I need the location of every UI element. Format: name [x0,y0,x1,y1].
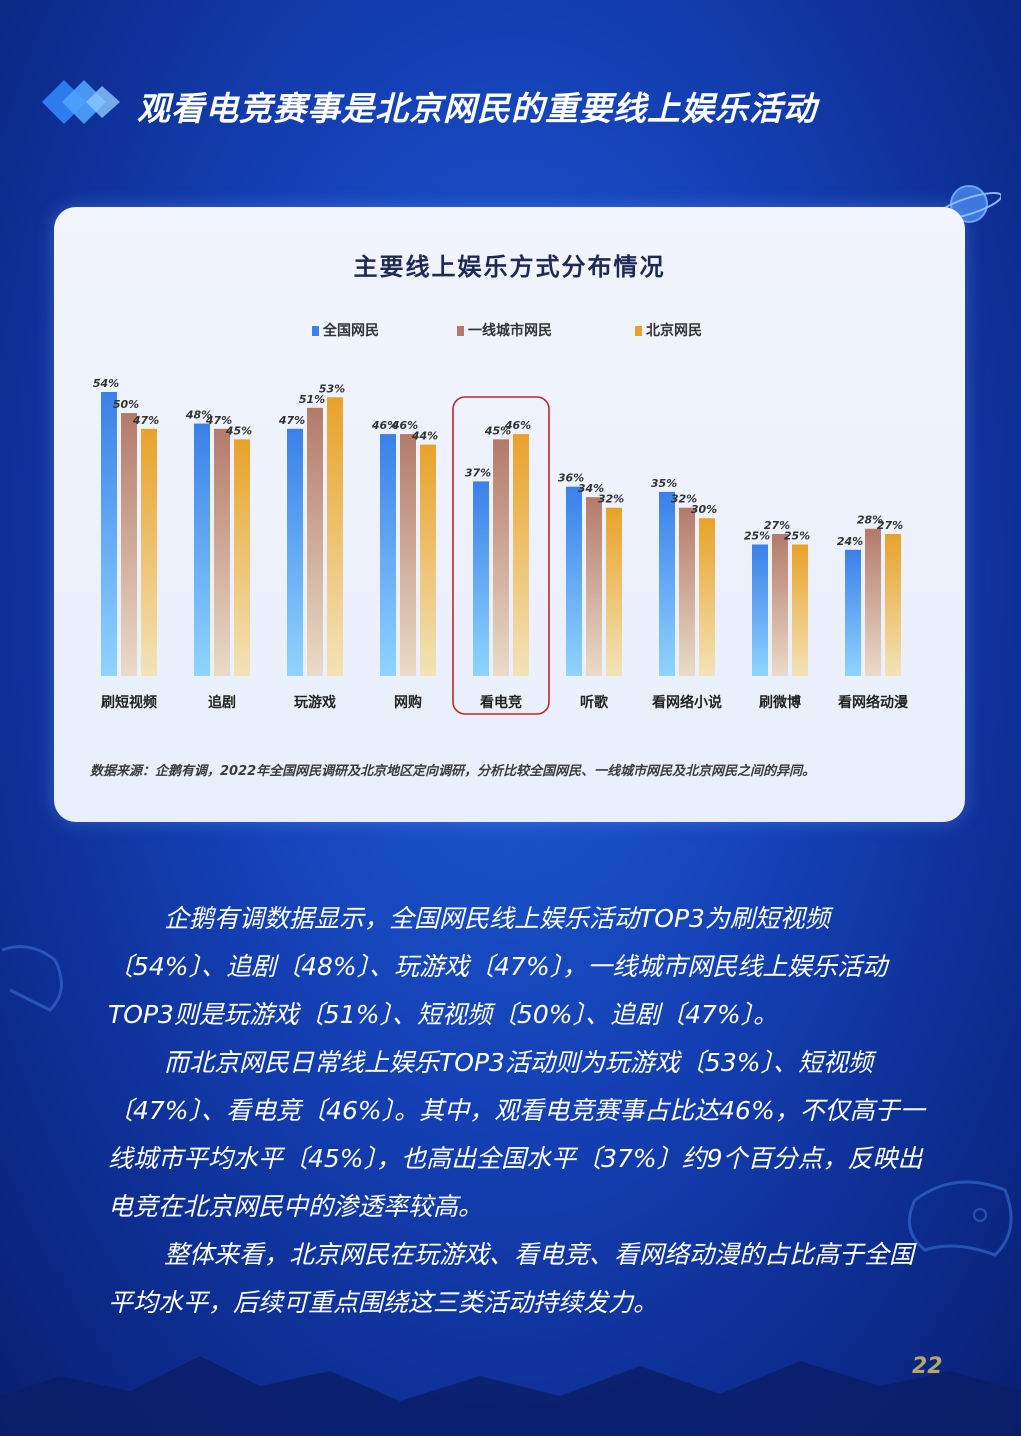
data-label: 50% [113,398,139,411]
bar [101,392,117,676]
gamepad-icon [907,1180,1013,1257]
bar [327,397,343,676]
data-label: 54% [93,377,119,390]
legend-label: 北京网民 [646,323,702,339]
bar [194,423,210,676]
bar [606,507,622,676]
bar [679,507,695,676]
data-label: 46% [391,419,418,432]
highlight-box [452,396,550,715]
bar [493,439,509,676]
data-label: 34% [578,482,604,495]
bar [141,428,157,676]
bar [400,434,416,676]
body-paragraph: 企鹅有调数据显示，全国网民线上娱乐活动TOP3为刷短视频〔54%〕、追剧〔48%… [108,904,888,1029]
legend-swatch [457,326,464,336]
data-label: 35% [651,477,677,490]
data-label: 25% [784,530,810,543]
data-label: 53% [319,382,345,395]
legend-item-beijing: 北京网民 [635,320,702,340]
bar [659,491,675,676]
bar [121,413,137,676]
bar [845,549,861,676]
body-text: 企鹅有调数据显示，全国网民线上娱乐活动TOP3为刷短视频〔54%〕、追剧〔48%… [108,895,938,1327]
gamepad-icon [1,945,63,1012]
data-label: 37% [465,466,491,479]
data-label: 45% [484,424,511,437]
data-label: 27% [764,519,790,532]
data-label: 28% [857,514,883,527]
bar [699,518,715,676]
category-label: 玩游戏 [294,694,336,711]
data-label: 36% [558,472,584,485]
data-label: 27% [877,519,903,532]
bar [420,444,436,676]
legend-swatch [635,326,642,336]
category-label: 听歌 [580,694,609,711]
data-label: 51% [299,393,325,406]
bar-chart: 54%50%47%刷短视频48%47%45%追剧47%51%53%玩游戏46%4… [93,377,909,715]
chart-title: 主要线上娱乐方式分布情况 [353,253,666,281]
legend-label: 一线城市网民 [468,323,552,339]
data-label: 47% [205,414,232,427]
bar [885,534,901,676]
legend-item-tier1: 一线城市网民 [457,320,552,340]
data-label: 32% [598,493,624,506]
bar [214,428,230,676]
category-label: 看网络小说 [651,694,722,711]
category-label: 看电竞 [479,694,522,711]
diamond-logo-icon [42,80,120,124]
data-label: 45% [225,424,252,437]
data-label: 24% [837,535,863,548]
legend-swatch [312,326,319,336]
page-number: 22 [912,1354,943,1379]
legend-label: 全国网民 [323,323,379,339]
body-paragraph: 而北京网民日常线上娱乐TOP3活动则为玩游戏〔53%〕、短视频〔47%〕、看电竞… [108,1048,925,1221]
bar [380,434,396,676]
data-label: 30% [691,503,717,516]
bar [287,428,303,676]
category-label: 看网络动漫 [837,694,909,711]
bar [234,439,250,676]
bar [307,407,323,676]
bar [752,544,768,676]
bar [473,481,489,676]
data-label: 47% [278,414,305,427]
category-label: 网购 [394,694,422,711]
body-paragraph: 整体来看，北京网民在玩游戏、看电竞、看网络动漫的占比高于全国平均水平，后续可重点… [108,1240,915,1317]
bar [566,486,582,676]
data-label: 25% [744,530,770,543]
source-note: 数据来源：企鹅有调，2022年全国网民调研及北京地区定向调研，分析比较全国网民、… [90,764,816,779]
data-label: 44% [411,430,438,443]
data-label: 46% [504,419,531,432]
bar [513,434,529,676]
category-label: 追剧 [208,694,236,711]
data-label: 47% [132,414,159,427]
data-label: 32% [671,493,697,506]
data-label: 48% [185,409,212,422]
category-label: 刷短视频 [101,694,157,711]
bar [865,528,881,676]
page-title: 观看电竞赛事是北京网民的重要线上娱乐活动 [137,89,817,128]
bar [586,497,602,676]
mountain-silhouette [0,1356,1021,1436]
bar [772,534,788,676]
data-label: 46% [371,419,398,432]
category-label: 刷微博 [759,694,801,711]
planet-icon [935,185,1001,223]
chart-card: 主要线上娱乐方式分布情况 全国网民 一线城市网民 北京网民 54% 50% 47% 刷… [54,207,965,822]
legend-item-national: 全国网民 [312,320,379,340]
bar [792,544,808,676]
